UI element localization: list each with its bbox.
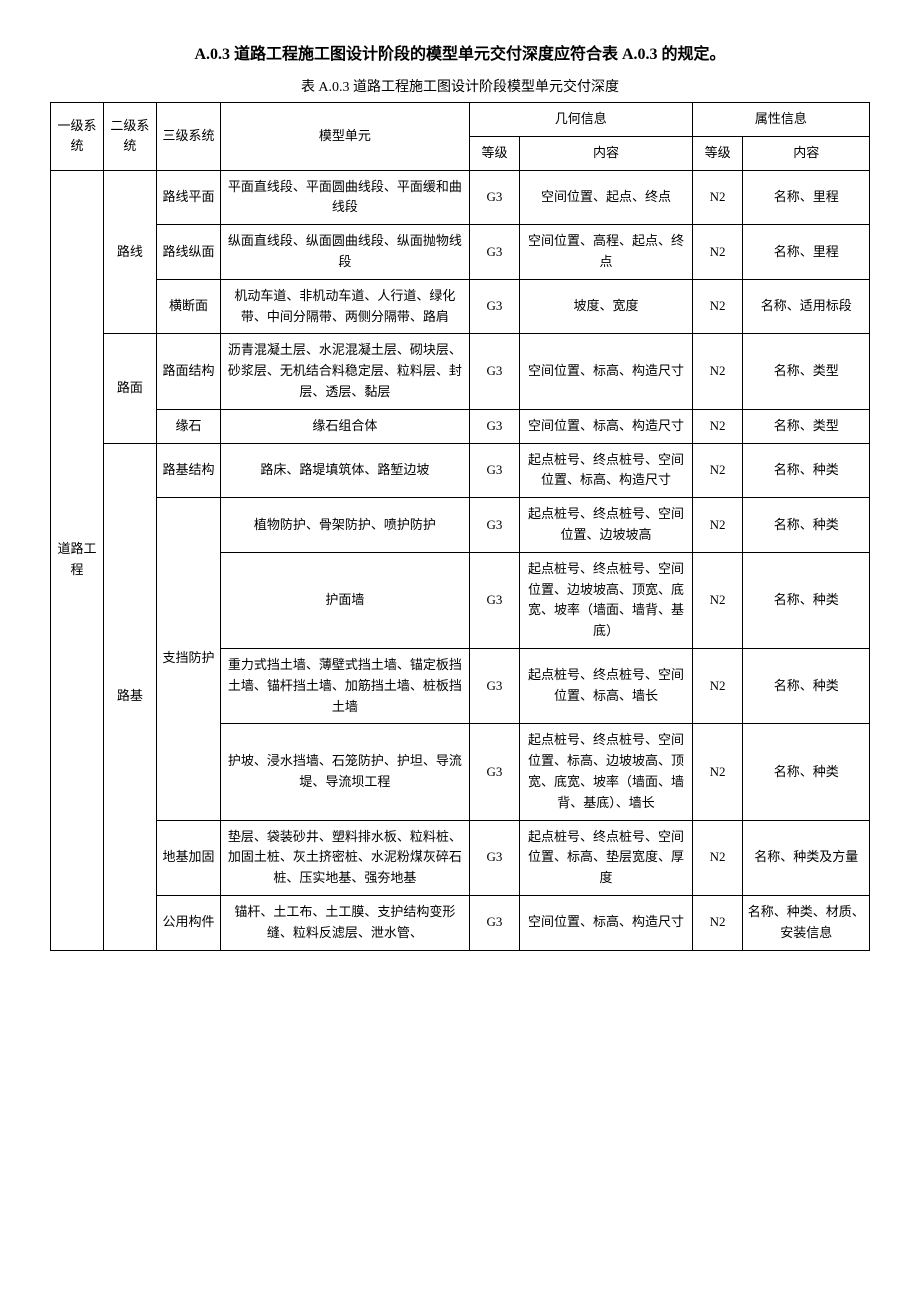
col-header-geo-level: 等级 [469, 136, 520, 170]
spec-table: 一级系统 二级系统 三级系统 模型单元 几何信息 属性信息 等级 内容 等级 内… [50, 102, 870, 951]
cell-level3: 路基结构 [156, 443, 220, 498]
cell-attr-level: N2 [692, 820, 743, 895]
col-header-l1: 一级系统 [51, 103, 104, 171]
cell-unit: 垫层、袋装砂井、塑料排水板、粒料桩、加固土桩、灰土挤密桩、水泥粉煤灰碎石桩、压实… [221, 820, 469, 895]
cell-geo-level: G3 [469, 552, 520, 648]
cell-geo-level: G3 [469, 170, 520, 225]
table-row: 道路工程 路线 路线平面 平面直线段、平面圆曲线段、平面缓和曲线段 G3 空间位… [51, 170, 870, 225]
cell-level3: 路面结构 [156, 334, 220, 409]
cell-geo-content: 起点桩号、终点桩号、空间位置、标高、构造尺寸 [520, 443, 693, 498]
cell-attr-level: N2 [692, 443, 743, 498]
col-header-l2: 二级系统 [103, 103, 156, 171]
cell-level2-surface: 路面 [103, 334, 156, 443]
table-row: 缘石 缘石组合体 G3 空间位置、标高、构造尺寸 N2 名称、类型 [51, 409, 870, 443]
cell-attr-content: 名称、种类、材质、安装信息 [743, 895, 870, 950]
cell-level3: 公用构件 [156, 895, 220, 950]
col-header-geo: 几何信息 [469, 103, 692, 137]
table-row: 路面 路面结构 沥青混凝土层、水泥混凝土层、砌块层、砂浆层、无机结合料稳定层、粒… [51, 334, 870, 409]
col-header-attr-level: 等级 [692, 136, 743, 170]
col-header-attr: 属性信息 [692, 103, 869, 137]
cell-attr-level: N2 [692, 552, 743, 648]
table-row: 支挡防护 植物防护、骨架防护、喷护防护 G3 起点桩号、终点桩号、空间位置、边坡… [51, 498, 870, 553]
cell-unit: 纵面直线段、纵面圆曲线段、纵面抛物线段 [221, 225, 469, 280]
cell-geo-content: 空间位置、标高、构造尺寸 [520, 409, 693, 443]
cell-geo-level: G3 [469, 443, 520, 498]
cell-unit: 平面直线段、平面圆曲线段、平面缓和曲线段 [221, 170, 469, 225]
cell-attr-level: N2 [692, 225, 743, 280]
cell-level3: 支挡防护 [156, 498, 220, 820]
cell-geo-level: G3 [469, 279, 520, 334]
cell-attr-content: 名称、种类 [743, 552, 870, 648]
cell-unit: 沥青混凝土层、水泥混凝土层、砌块层、砂浆层、无机结合料稳定层、粒料层、封层、透层… [221, 334, 469, 409]
cell-attr-level: N2 [692, 170, 743, 225]
cell-geo-level: G3 [469, 409, 520, 443]
cell-geo-level: G3 [469, 724, 520, 820]
cell-level2-route: 路线 [103, 170, 156, 334]
cell-unit: 重力式挡土墙、薄壁式挡土墙、锚定板挡土墙、锚杆挡土墙、加筋挡土墙、桩板挡土墙 [221, 648, 469, 723]
cell-geo-level: G3 [469, 820, 520, 895]
cell-unit: 植物防护、骨架防护、喷护防护 [221, 498, 469, 553]
cell-geo-content: 空间位置、高程、起点、终点 [520, 225, 693, 280]
cell-attr-content: 名称、种类 [743, 648, 870, 723]
cell-geo-content: 起点桩号、终点桩号、空间位置、标高、边坡坡高、顶宽、底宽、坡率（墙面、墙背、基底… [520, 724, 693, 820]
cell-geo-level: G3 [469, 225, 520, 280]
cell-attr-level: N2 [692, 279, 743, 334]
cell-level3: 横断面 [156, 279, 220, 334]
header-row-1: 一级系统 二级系统 三级系统 模型单元 几何信息 属性信息 [51, 103, 870, 137]
cell-unit: 缘石组合体 [221, 409, 469, 443]
table-caption: 表 A.0.3 道路工程施工图设计阶段模型单元交付深度 [50, 76, 870, 96]
table-row: 地基加固 垫层、袋装砂井、塑料排水板、粒料桩、加固土桩、灰土挤密桩、水泥粉煤灰碎… [51, 820, 870, 895]
cell-level1: 道路工程 [51, 170, 104, 950]
page-title: A.0.3 道路工程施工图设计阶段的模型单元交付深度应符合表 A.0.3 的规定… [50, 40, 870, 64]
cell-unit: 机动车道、非机动车道、人行道、绿化带、中间分隔带、两侧分隔带、路肩 [221, 279, 469, 334]
table-row: 路基 路基结构 路床、路堤填筑体、路堑边坡 G3 起点桩号、终点桩号、空间位置、… [51, 443, 870, 498]
cell-attr-content: 名称、种类及方量 [743, 820, 870, 895]
cell-level3: 路线纵面 [156, 225, 220, 280]
cell-geo-content: 空间位置、标高、构造尺寸 [520, 334, 693, 409]
cell-level2-subgrade: 路基 [103, 443, 156, 950]
cell-geo-content: 起点桩号、终点桩号、空间位置、边坡坡高 [520, 498, 693, 553]
cell-unit: 路床、路堤填筑体、路堑边坡 [221, 443, 469, 498]
cell-geo-content: 空间位置、起点、终点 [520, 170, 693, 225]
cell-attr-content: 名称、类型 [743, 409, 870, 443]
cell-attr-content: 名称、种类 [743, 443, 870, 498]
cell-attr-content: 名称、种类 [743, 724, 870, 820]
cell-attr-content: 名称、种类 [743, 498, 870, 553]
cell-geo-level: G3 [469, 895, 520, 950]
cell-attr-content: 名称、适用标段 [743, 279, 870, 334]
cell-level3: 地基加固 [156, 820, 220, 895]
cell-geo-content: 坡度、宽度 [520, 279, 693, 334]
col-header-l3: 三级系统 [156, 103, 220, 171]
cell-attr-content: 名称、类型 [743, 334, 870, 409]
cell-geo-level: G3 [469, 648, 520, 723]
cell-attr-content: 名称、里程 [743, 170, 870, 225]
cell-attr-level: N2 [692, 895, 743, 950]
table-row: 路线纵面 纵面直线段、纵面圆曲线段、纵面抛物线段 G3 空间位置、高程、起点、终… [51, 225, 870, 280]
cell-attr-content: 名称、里程 [743, 225, 870, 280]
cell-geo-content: 空间位置、标高、构造尺寸 [520, 895, 693, 950]
table-row: 公用构件 锚杆、土工布、土工膜、支护结构变形缝、粒料反滤层、泄水管、 G3 空间… [51, 895, 870, 950]
cell-attr-level: N2 [692, 498, 743, 553]
cell-geo-content: 起点桩号、终点桩号、空间位置、标高、墙长 [520, 648, 693, 723]
cell-geo-content: 起点桩号、终点桩号、空间位置、标高、垫层宽度、厚度 [520, 820, 693, 895]
cell-level3: 缘石 [156, 409, 220, 443]
cell-attr-level: N2 [692, 409, 743, 443]
cell-attr-level: N2 [692, 648, 743, 723]
col-header-geo-content: 内容 [520, 136, 693, 170]
cell-geo-content: 起点桩号、终点桩号、空间位置、边坡坡高、顶宽、底宽、坡率（墙面、墙背、基底） [520, 552, 693, 648]
cell-unit: 锚杆、土工布、土工膜、支护结构变形缝、粒料反滤层、泄水管、 [221, 895, 469, 950]
cell-unit: 护面墙 [221, 552, 469, 648]
cell-attr-level: N2 [692, 724, 743, 820]
table-row: 横断面 机动车道、非机动车道、人行道、绿化带、中间分隔带、两侧分隔带、路肩 G3… [51, 279, 870, 334]
cell-attr-level: N2 [692, 334, 743, 409]
cell-geo-level: G3 [469, 498, 520, 553]
cell-unit: 护坡、浸水挡墙、石笼防护、护坦、导流堤、导流坝工程 [221, 724, 469, 820]
cell-level3: 路线平面 [156, 170, 220, 225]
cell-geo-level: G3 [469, 334, 520, 409]
col-header-attr-content: 内容 [743, 136, 870, 170]
col-header-unit: 模型单元 [221, 103, 469, 171]
